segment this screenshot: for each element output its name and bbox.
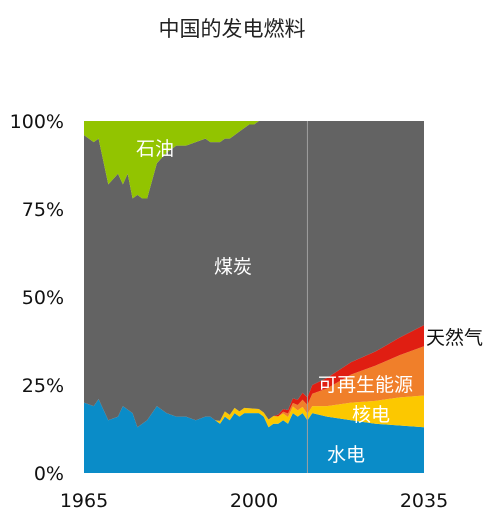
area-series-group <box>84 121 424 473</box>
label-nuclear: 核电 <box>352 404 390 426</box>
area-series-5 <box>84 121 424 199</box>
label-gas: 天然气 <box>426 327 483 349</box>
label-coal: 煤炭 <box>214 256 252 278</box>
label-oil: 石油 <box>136 138 174 160</box>
y-tick-label: 25% <box>22 375 64 397</box>
chart-title: 中国的发电燃料 <box>159 17 306 41</box>
label-hydro: 水电 <box>327 444 365 466</box>
x-tick-label: 2035 <box>400 490 448 512</box>
y-tick-label: 0% <box>34 463 64 485</box>
x-tick-label: 2000 <box>230 490 278 512</box>
area-series-1 <box>84 395 424 428</box>
x-axis: 1965 2000 2035 <box>60 490 448 512</box>
y-tick-label: 50% <box>22 287 64 309</box>
area-series-2 <box>84 346 424 428</box>
y-axis: 0% 25% 50% 75% 100% <box>10 111 64 485</box>
y-tick-label: 100% <box>10 111 64 133</box>
y-tick-label: 75% <box>22 199 64 221</box>
area-labels: 石油 煤炭 天然气 可再生能源 核电 水电 <box>136 138 483 466</box>
area-series-0 <box>84 399 424 473</box>
label-renewables: 可再生能源 <box>318 374 413 396</box>
area-series-4 <box>84 121 424 428</box>
x-tick-label: 1965 <box>60 490 108 512</box>
